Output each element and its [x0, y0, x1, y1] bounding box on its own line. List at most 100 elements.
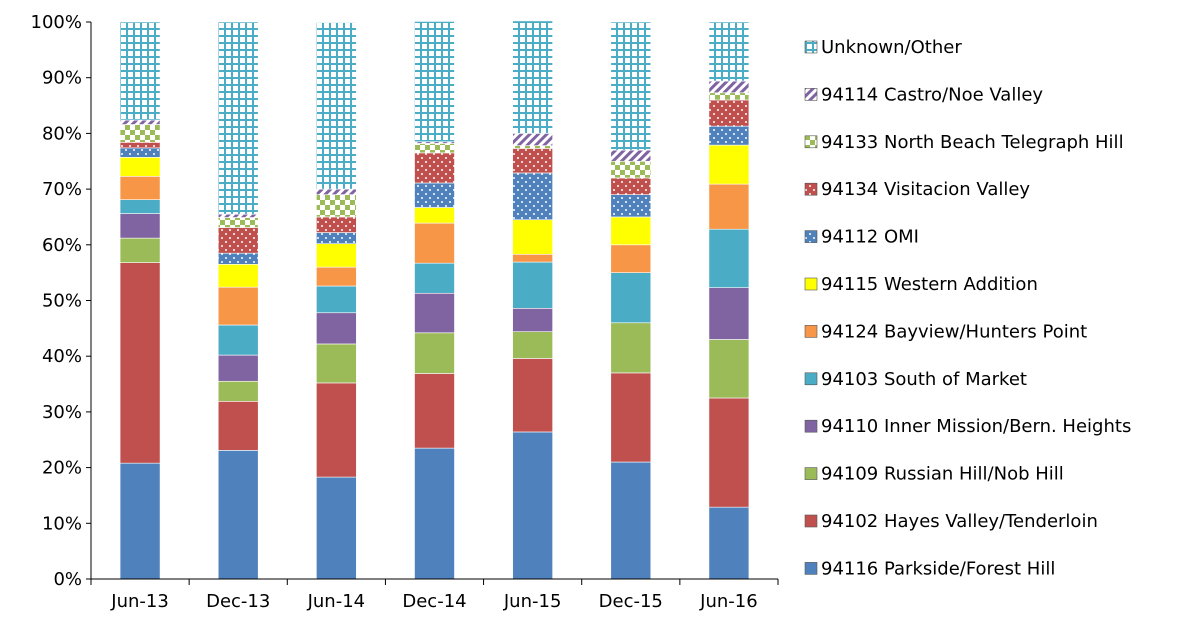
bar-segment-9-dec-14: [414, 152, 455, 184]
x-ticks-group: Jun-13 Dec-13 Jun-14 Dec-14 Jun-15 Dec-15 Jun-…: [90, 579, 779, 612]
legend-swatch: [804, 88, 818, 101]
bar-segment-1-dec-14: [414, 447, 455, 580]
bar-segment-9-jun-15: [512, 148, 553, 174]
bar-segment-6-dec-14: [414, 222, 455, 264]
bar-segment-8-dec-14: [414, 182, 455, 208]
bar-segment-5-jun-14: [316, 285, 357, 314]
legend-label: 94114 Castro/Noe Valley: [821, 84, 1043, 105]
bar-segment-8-jun-13: [119, 147, 161, 158]
bar-segment-2-jun-16: [708, 397, 750, 508]
x-tick-label: Jun-13: [110, 591, 169, 612]
bar-segment-4-jun-15: [512, 307, 553, 332]
y-tick-label: 70%: [42, 179, 82, 200]
legend-label: Unknown/Other: [821, 37, 962, 58]
bar-segment-12-jun-14: [316, 22, 357, 190]
bar-segment-8-jun-14: [316, 232, 357, 244]
bar-segment-2-jun-15: [512, 358, 553, 433]
bar-segment-5-dec-15: [610, 272, 652, 324]
legend-label: 94115 Western Addition: [821, 274, 1038, 295]
bar-segment-5-jun-15: [512, 261, 553, 309]
bar-segment-1-dec-15: [610, 461, 652, 580]
bar-segment-3-dec-14: [414, 332, 455, 374]
bar-segment-6-jun-14: [316, 266, 357, 287]
y-tick-label: 30%: [42, 402, 82, 423]
bar-segment-10-dec-13: [217, 217, 259, 228]
y-tick-label: 50%: [42, 291, 82, 312]
bar-segment-6-dec-13: [217, 286, 259, 326]
bar-segment-8-dec-15: [610, 194, 652, 218]
bar-segment-2-jun-14: [316, 382, 357, 478]
legend-label: 94124 Bayview/Hunters Point: [821, 321, 1087, 342]
x-tick-label: Dec-15: [599, 591, 663, 612]
legend-label: 94110 Inner Mission/Bern. Heights: [821, 416, 1131, 437]
bar-segment-7-jun-13: [119, 157, 161, 177]
legend-swatch: [804, 514, 818, 528]
bar-segment-5-dec-14: [414, 262, 455, 294]
bar-segment-7-dec-15: [610, 216, 652, 246]
bar-segment-10-dec-15: [610, 160, 652, 179]
bar-segment-10-jun-15: [512, 145, 553, 149]
legend-label: 94116 Parkside/Forest Hill: [821, 558, 1055, 579]
bar-segment-3-dec-15: [610, 322, 652, 374]
legend-swatch: [804, 40, 818, 54]
bar-segment-9-dec-15: [610, 177, 652, 195]
bar-segment-5-dec-13: [217, 324, 259, 356]
bar-segment-2-dec-14: [414, 373, 455, 449]
bar-segment-2-dec-15: [610, 372, 652, 463]
bar-segment-11-jun-14: [316, 188, 357, 195]
bar-segment-11-dec-15: [610, 149, 652, 162]
x-tick-label: Dec-13: [206, 591, 270, 612]
bar-segment-12-jun-15: [512, 20, 553, 134]
legend-label: 94112 OMI: [821, 227, 919, 248]
bar-segment-7-dec-14: [414, 207, 455, 224]
bar-segment-11-jun-15: [512, 133, 553, 146]
x-tick-label: Jun-16: [699, 591, 758, 612]
bar-segment-4-jun-13: [119, 213, 161, 239]
bar-segment-10-jun-13: [119, 124, 161, 143]
bar-segment-3-jun-13: [119, 237, 161, 263]
bar-segment-6-jun-13: [119, 175, 161, 200]
bar-segment-8-jun-15: [512, 172, 553, 221]
legend-swatch: [804, 135, 818, 149]
bar-segment-3-jun-15: [512, 331, 553, 359]
bar-segment-11-jun-16: [708, 80, 750, 94]
legend-swatch: [804, 325, 818, 338]
y-tick-label: 10%: [42, 513, 82, 534]
bar-segment-9-jun-13: [119, 142, 161, 149]
bar-segment-4-jun-14: [316, 312, 357, 345]
bar-segment-11-jun-13: [119, 119, 161, 125]
bar-segment-9-dec-13: [217, 227, 259, 254]
bar-segment-7-jun-16: [708, 144, 750, 185]
bar-segment-4-jun-16: [708, 287, 750, 340]
bar-segment-2-dec-13: [217, 401, 259, 451]
bar-segment-12-dec-14: [414, 21, 455, 143]
legend-swatch: [804, 419, 818, 433]
y-tick-label: 0%: [53, 569, 82, 590]
legend-swatch: [804, 372, 818, 386]
bar-segment-7-jun-15: [512, 219, 553, 255]
legend-swatch: [804, 182, 818, 196]
legend-label: 94109 Russian Hill/Nob Hill: [821, 464, 1064, 485]
bar-segment-2-jun-13: [119, 262, 161, 464]
bar-segment-5-jun-13: [119, 199, 161, 214]
legend-swatch: [804, 230, 818, 243]
bar-segment-4-dec-13: [217, 354, 259, 382]
y-ticks-group: 0% 10% 20% 30% 40% 50% 60% 70% 80% 90% 100%: [31, 12, 91, 590]
y-tick-label: 60%: [42, 235, 82, 256]
legend-swatch: [804, 277, 818, 291]
bar-segment-7-dec-13: [217, 263, 259, 288]
legend-label: 94133 North Beach Telegraph Hill: [821, 132, 1124, 153]
bar-segment-10-dec-14: [414, 143, 455, 154]
bar-segment-6-jun-16: [708, 183, 750, 230]
bar-segment-1-jun-13: [119, 462, 161, 580]
bar-segment-10-jun-16: [708, 92, 750, 101]
bar-segment-12-dec-13: [217, 21, 259, 215]
bar-segment-3-jun-16: [708, 339, 750, 399]
y-tick-label: 20%: [42, 458, 82, 479]
legend-label: 94134 Visitacion Valley: [821, 179, 1030, 200]
bar-segment-3-jun-14: [316, 343, 357, 384]
bar-segment-7-jun-14: [316, 243, 357, 268]
y-tick-label: 40%: [42, 346, 82, 367]
bar-segment-12-jun-13: [119, 21, 161, 121]
bars-group: [119, 20, 750, 580]
